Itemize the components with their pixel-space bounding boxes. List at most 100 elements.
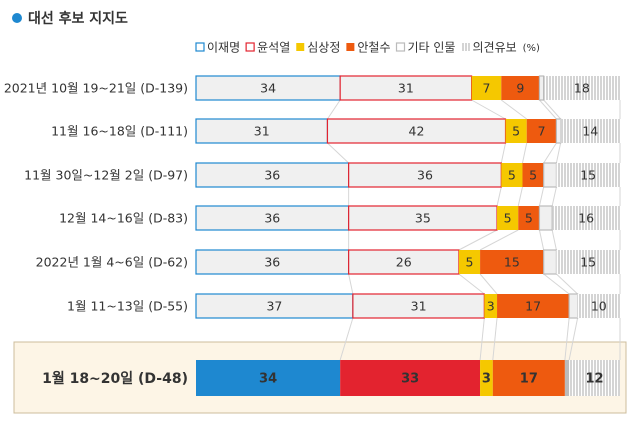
bar-segment — [340, 360, 481, 396]
bar-segment — [552, 206, 620, 230]
connector — [551, 186, 557, 207]
value-label: 26 — [396, 255, 412, 270]
bar-segment — [348, 249, 460, 275]
bar-segment — [458, 250, 481, 274]
connector — [348, 273, 354, 295]
row-label: 2021년 10월 19~21일 (D-139) — [4, 81, 188, 96]
connector — [496, 186, 502, 207]
value-label: 34 — [259, 372, 277, 387]
value-label: 3 — [487, 299, 495, 314]
value-label: 17 — [520, 372, 538, 387]
bar-segment — [195, 162, 350, 188]
value-label: 36 — [264, 211, 280, 226]
value-label: 18 — [574, 81, 590, 96]
bar-segment — [484, 294, 498, 318]
value-label: 12 — [586, 372, 604, 387]
connector — [500, 142, 507, 164]
value-label: 15 — [504, 255, 520, 270]
bar-segment — [556, 163, 620, 187]
connector — [555, 142, 562, 164]
value-label: 15 — [580, 168, 596, 183]
connector — [543, 142, 557, 164]
bar-segment — [348, 205, 498, 231]
legend-label: 윤석열 — [257, 41, 290, 55]
bar-segment — [326, 118, 507, 144]
bar-segment — [543, 76, 620, 100]
value-label: 37 — [266, 299, 282, 314]
connector — [543, 273, 570, 295]
legend-swatch — [346, 43, 355, 51]
value-label: 5 — [466, 255, 474, 270]
value-label: 33 — [401, 372, 419, 387]
value-label: 17 — [525, 299, 541, 314]
bar-segment — [538, 205, 553, 231]
connector — [492, 317, 498, 361]
connector — [327, 142, 349, 164]
title-bullet — [12, 13, 22, 23]
value-label: 35 — [415, 211, 431, 226]
row-label: 1월 11~13일 (D-55) — [67, 299, 188, 314]
value-label: 5 — [504, 211, 512, 226]
legend-swatch — [245, 42, 255, 52]
bar-segment — [339, 75, 473, 101]
value-label: 34 — [260, 81, 276, 96]
value-label: 5 — [508, 168, 516, 183]
legend-label: 의견유보 — [472, 41, 516, 55]
bar-segment — [501, 76, 540, 100]
bar-segment — [195, 118, 329, 144]
bar-segment — [543, 162, 557, 188]
bar-segment — [577, 294, 620, 318]
row-label: 11월 16~18일 (D-111) — [51, 124, 188, 139]
legend-swatch — [296, 43, 305, 51]
connector — [339, 317, 354, 361]
value-label: 9 — [516, 81, 524, 96]
bar-segment — [501, 163, 523, 187]
legend-unit: (%) — [523, 43, 540, 54]
connector — [327, 99, 341, 120]
bar-segment — [560, 119, 620, 143]
connectors — [327, 99, 621, 361]
bar-segment — [497, 294, 570, 318]
connector — [479, 229, 519, 251]
legend-label: 기타 인물 — [408, 41, 456, 55]
connector — [479, 317, 485, 361]
bar-segment — [195, 293, 354, 319]
value-label: 7 — [482, 81, 490, 96]
connector — [556, 273, 578, 295]
bar-segment — [505, 119, 527, 143]
row-label: 2022년 1월 4~6일 (D-62) — [36, 255, 188, 270]
connector — [551, 229, 557, 251]
bar-segment — [471, 76, 502, 100]
bar-segment — [543, 249, 557, 275]
bar-segment — [522, 163, 544, 187]
bar-segment — [196, 360, 341, 396]
connector — [568, 317, 579, 361]
value-label: 36 — [264, 255, 280, 270]
row-label: 1월 18~20일 (D-48) — [42, 370, 188, 387]
value-label: 31 — [411, 299, 427, 314]
connector — [564, 317, 570, 361]
chart-title: 대선 후보 지지도 — [28, 11, 128, 27]
legend-label: 심상정 — [307, 41, 340, 55]
legend-swatch — [195, 42, 205, 52]
bar-segment — [492, 360, 565, 396]
value-label: 16 — [578, 211, 594, 226]
bar-segment — [556, 250, 620, 274]
value-label: 10 — [591, 299, 607, 314]
connector — [538, 229, 545, 251]
row-label: 12월 14~16일 (D-83) — [59, 211, 188, 226]
legend: 이재명 윤석열 심상정 안철수 기타 인물 의견유보 (%) — [195, 41, 540, 55]
value-label: 42 — [409, 124, 425, 139]
bar-segment — [195, 75, 341, 101]
bar-segment — [195, 205, 350, 231]
value-label: 5 — [529, 168, 537, 183]
connector — [517, 186, 523, 207]
connector — [458, 229, 498, 251]
value-label: 31 — [398, 81, 414, 96]
connector — [500, 99, 528, 120]
bar-segment — [538, 75, 545, 101]
value-label: 36 — [264, 168, 280, 183]
bar-segment — [568, 293, 579, 319]
